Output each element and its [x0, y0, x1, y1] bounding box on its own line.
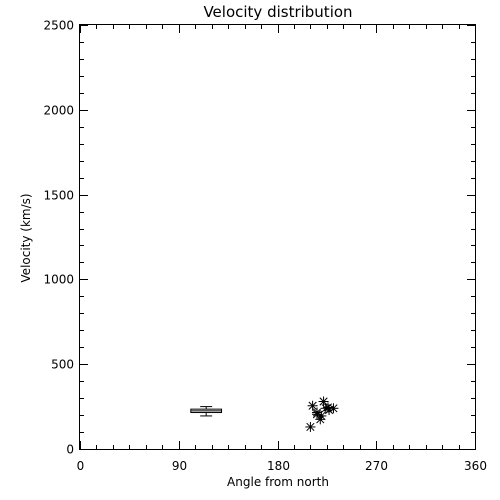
y-tick-label: 0 [66, 443, 74, 457]
x-tick-label: 180 [267, 459, 290, 473]
y-tick-label: 2000 [43, 104, 74, 118]
y-tick-label: 500 [51, 358, 74, 372]
x-axis-label: Angle from north [227, 475, 329, 489]
data-point [312, 407, 322, 418]
y-tick-label: 2500 [43, 19, 74, 33]
x-tick-label: 0 [77, 459, 85, 473]
tick-labels: 0 90 180 270 360 0 500 1000 1500 2000 2500 [43, 19, 487, 474]
data-point [322, 402, 333, 413]
data-points [305, 396, 339, 432]
y-tick-label: 1500 [43, 189, 74, 203]
plot-frame [79, 24, 476, 450]
data-point [305, 421, 316, 432]
axis-ticks [80, 25, 476, 450]
box-plot [190, 406, 223, 417]
data-point [318, 396, 329, 407]
x-tick-label: 270 [365, 459, 388, 473]
x-tick-label: 90 [172, 459, 187, 473]
y-axis-label: Velocity (km/s) [19, 193, 33, 282]
data-point [307, 400, 318, 411]
chart-title: Velocity distribution [203, 3, 352, 21]
x-tick-label: 360 [464, 459, 487, 473]
y-tick-label: 1000 [43, 273, 74, 287]
